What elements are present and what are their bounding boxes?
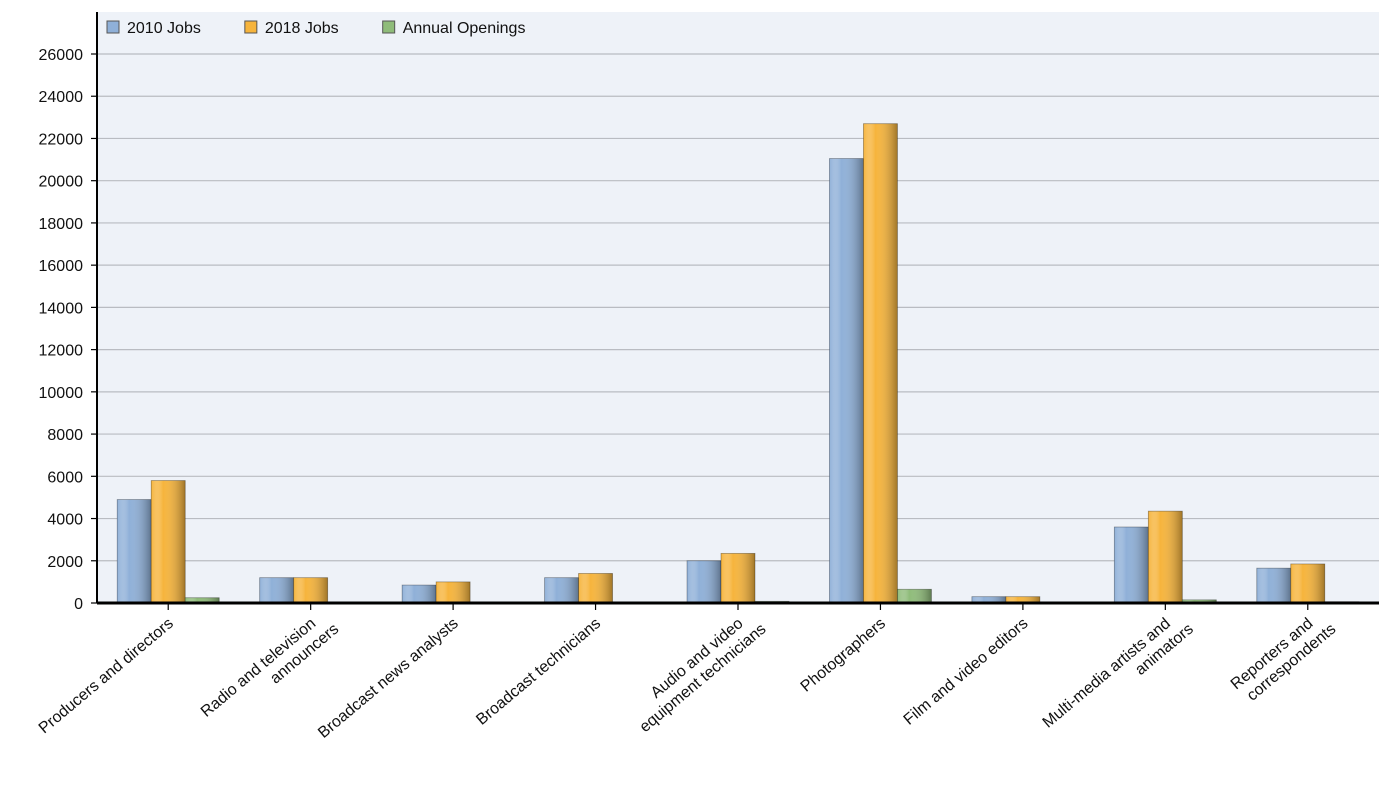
y-tick-label: 16000 [39, 258, 84, 275]
y-tick-label: 10000 [39, 385, 84, 402]
bar-shade [1256, 568, 1291, 603]
y-tick-label: 22000 [39, 131, 84, 148]
bar-shade [1182, 599, 1217, 603]
bar [686, 560, 722, 604]
legend: 2010 Jobs 2018 Jobs Annual Openings [106, 20, 526, 37]
bar-shade [1005, 596, 1040, 603]
bar [116, 499, 152, 604]
y-tick-label: 6000 [47, 469, 83, 486]
bar-shade [1148, 511, 1183, 603]
legend-swatch [106, 20, 120, 34]
y-tick-label: 20000 [39, 174, 84, 191]
legend-label: Annual Openings [403, 20, 526, 37]
bar-shade [721, 553, 755, 603]
bar [578, 573, 613, 604]
gridlines [97, 53, 1379, 562]
bar [1147, 510, 1183, 604]
x-tick-label: Film and video editors [901, 615, 1032, 729]
bar [259, 577, 295, 604]
bar-shade [897, 589, 932, 603]
bar [829, 158, 864, 604]
x-tick-label: Broadcast technicians [473, 615, 604, 729]
bar-shade [151, 480, 186, 603]
bar [720, 552, 756, 604]
y-tick-label: 8000 [47, 427, 83, 444]
bar [544, 577, 579, 604]
y-tick-label: 2000 [47, 554, 83, 571]
bar-shade [578, 573, 613, 603]
bar [1256, 567, 1292, 604]
y-tick-label: 12000 [39, 343, 84, 360]
bar-shade [829, 158, 864, 603]
y-tick-label: 26000 [39, 47, 84, 64]
bar [863, 123, 898, 604]
x-tick-label: Photographers [798, 615, 889, 695]
legend-label: 2010 Jobs [127, 20, 201, 37]
legend-item: Annual Openings [382, 20, 526, 37]
x-tick-label: Producers and directors [36, 615, 177, 737]
bar [1113, 526, 1149, 604]
bar [435, 581, 471, 604]
bar-shade [402, 585, 437, 603]
bar-shade [1114, 526, 1149, 603]
legend-item: 2010 Jobs [106, 20, 201, 37]
x-tick-label: Radio and televisionannouncers [198, 606, 342, 735]
bar-shade [117, 499, 152, 603]
y-tick-label: 0 [74, 596, 83, 613]
legend-label: 2018 Jobs [265, 20, 339, 37]
bar-shade [971, 596, 1006, 603]
y-tick-label: 14000 [39, 300, 84, 317]
bar-shade [1290, 563, 1325, 603]
bar-shade [687, 560, 721, 603]
legend-item: 2018 Jobs [244, 20, 339, 37]
x-tick-label: Reporters andcorrespondents [1228, 606, 1340, 708]
y-tick-label: 18000 [39, 216, 84, 233]
bar-shade [185, 597, 220, 603]
bar [150, 480, 186, 604]
bar-shade [293, 577, 328, 603]
bar [897, 588, 932, 604]
y-tick-label: 24000 [39, 89, 84, 106]
bar-shade [259, 577, 294, 603]
bar [1290, 563, 1326, 604]
bar [401, 584, 437, 604]
bar-shade [544, 577, 579, 603]
x-tick-labels: Producers and directors Radio and televis… [36, 603, 1340, 746]
y-tick-labels: 0 2000 4000 6000 8000 10000 12000 14000 16000 180… [39, 47, 97, 613]
legend-swatch [244, 20, 258, 34]
x-tick-label: Multi-media artists andanimators [1040, 606, 1197, 746]
bar-shade [863, 123, 898, 603]
y-tick-label: 4000 [47, 512, 83, 529]
x-tick-label: Audio and videoequipment technicians [624, 606, 769, 736]
bar-shade [436, 581, 471, 603]
bars [116, 123, 1360, 604]
bar [293, 577, 329, 604]
legend-swatch [382, 20, 396, 34]
